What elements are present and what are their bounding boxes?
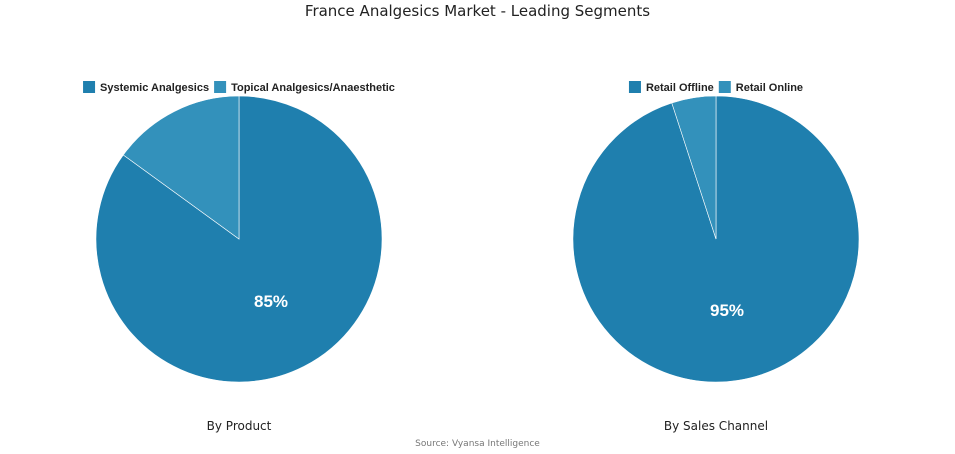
legend-swatch [628,81,641,93]
legend-label: Topical Analgesics/Anaesthetic [231,82,395,94]
data-label: 95% [710,301,744,320]
legend-swatch [718,81,731,93]
chart-title: France Analgesics Market - Leading Segme… [304,2,651,20]
legend-label: Retail Offline [646,82,714,94]
pie-slice-2 [122,95,240,240]
data-label: 85% [254,292,288,311]
pie-caption: By Product [207,419,272,433]
pie-slice-2 [671,95,717,240]
legend-label: Systemic Analgesics [100,82,209,94]
pie-caption: By Sales Channel [664,419,768,433]
pie-chart-1: 85% Systemic Analgesics Topical Analgesics… [83,81,395,433]
legend-label: Retail Online [736,82,803,94]
pie-slice-1 [95,95,383,383]
pie-chart-2: 95% Retail Offline Retail Online By Sales C… [572,81,860,433]
legend: Systemic Analgesics Topical Analgesics/An… [83,81,395,94]
legend-swatch [83,81,96,93]
legend: Retail Offline Retail Online [628,81,803,94]
legend-swatch [214,81,227,93]
source-note: Source: Vyansa Intelligence [415,439,540,449]
